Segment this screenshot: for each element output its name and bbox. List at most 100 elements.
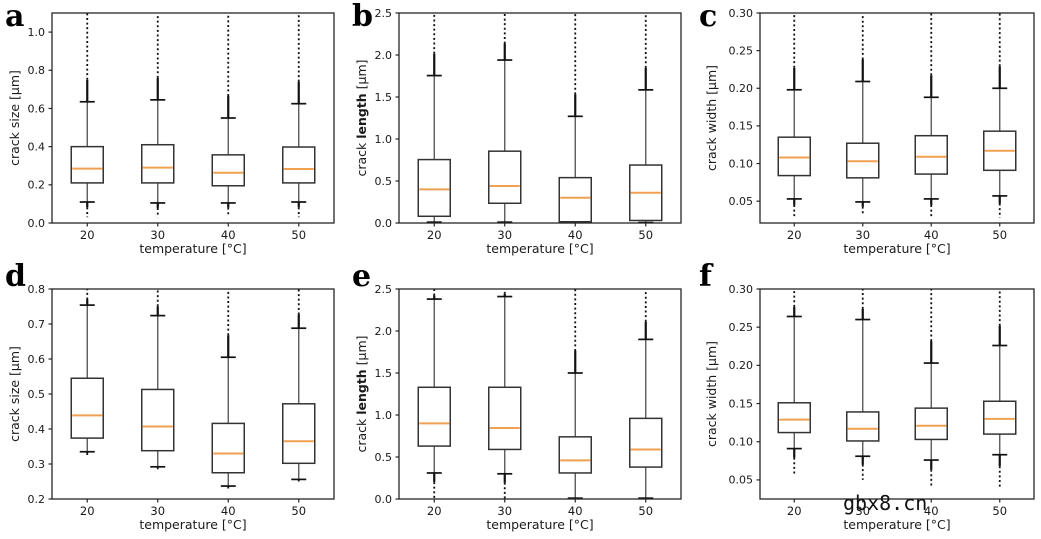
x-tick-label: 30 — [150, 228, 165, 242]
panel-c: c 0.05 0.10 0.15 0.20 0.25 0.30 20 30 40 50 tempera… — [694, 0, 1041, 260]
panel-letter: d — [5, 259, 26, 294]
y-tick-label: 0.30 — [729, 283, 754, 296]
panel-a: a 0.0 0.2 0.4 0.6 0.8 1.0 20 30 40 50 temperature [… — [0, 0, 347, 260]
boxplot-d: 0.2 0.3 0.4 0.5 0.6 0.7 0.8 20 30 40 50 temperature… — [7, 283, 335, 532]
iqr-box — [558, 436, 592, 474]
box-group-20 — [777, 289, 811, 475]
y-tick-label: 0.25 — [729, 44, 754, 57]
y-tick-label: 2.5 — [375, 7, 393, 20]
box-group-30 — [141, 289, 175, 470]
y-tick-label: 0.5 — [375, 451, 393, 464]
y-tick-label: 0.4 — [28, 423, 46, 436]
y-tick-label: 2.0 — [375, 325, 393, 338]
box-group-20 — [70, 289, 104, 456]
x-tick-label: 50 — [638, 228, 653, 242]
y-tick-label: 1.0 — [375, 409, 393, 422]
iqr-box — [558, 176, 592, 223]
box-group-30 — [846, 289, 880, 480]
x-tick-label: 30 — [497, 504, 512, 518]
x-axis-label: temperature [°C] — [139, 241, 246, 256]
panel-letter: f — [699, 259, 712, 294]
x-tick-label: 40 — [924, 504, 939, 518]
iqr-box — [70, 145, 104, 184]
x-tick-label: 30 — [497, 228, 512, 242]
x-tick-label: 20 — [80, 504, 95, 518]
boxplot-a: 0.0 0.2 0.4 0.6 0.8 1.0 20 30 40 50 temperature [°… — [7, 12, 335, 256]
y-tick-label: 0.15 — [729, 397, 754, 410]
y-tick-label: 0.05 — [729, 474, 754, 487]
y-axis-label: crack size [μm] — [7, 70, 22, 166]
y-tick-label: 0.0 — [28, 217, 46, 230]
x-tick-label: 20 — [427, 504, 442, 518]
boxplot-f: 0.05 0.10 0.15 0.20 0.25 0.30 20 30 40 50 temperat… — [704, 283, 1035, 532]
y-axis-label: crack length [μm] — [354, 59, 369, 176]
y-tick-label: 0.8 — [28, 283, 46, 296]
y-tick-label: 0.05 — [729, 195, 754, 208]
iqr-box — [417, 386, 451, 447]
x-axis-label: temperature [°C] — [139, 517, 246, 532]
y-tick-label: 0.2 — [28, 493, 46, 506]
box-group-50 — [629, 289, 663, 500]
box-group-40 — [914, 289, 948, 488]
iqr-box — [846, 411, 880, 442]
box-group-20 — [777, 13, 811, 217]
iqr-box — [914, 134, 948, 175]
x-tick-label: 50 — [992, 228, 1007, 242]
y-tick-label: 1.5 — [375, 91, 393, 104]
watermark-text: gbx8.cn — [843, 491, 928, 515]
x-tick-label: 30 — [855, 228, 870, 242]
x-tick-label: 30 — [150, 504, 165, 518]
axes-frame — [51, 288, 335, 500]
iqr-box — [417, 158, 451, 218]
iqr-box — [914, 407, 948, 441]
x-tick-label: 20 — [80, 228, 95, 242]
x-tick-label: 40 — [221, 228, 236, 242]
y-axis-label: crack width [μm] — [704, 65, 719, 171]
y-tick-label: 0.0 — [375, 217, 393, 230]
x-tick-label: 50 — [291, 504, 306, 518]
panel-letter: e — [352, 259, 372, 294]
iqr-box — [141, 388, 175, 452]
iqr-box — [141, 143, 175, 184]
boxplot-c: 0.05 0.10 0.15 0.20 0.25 0.30 20 30 40 50 temperat… — [704, 7, 1035, 256]
axes-frame — [398, 288, 682, 500]
box-group-20 — [417, 289, 451, 499]
x-tick-label: 30 — [855, 504, 870, 518]
y-tick-label: 0.5 — [28, 388, 46, 401]
box-group-40 — [558, 289, 592, 500]
iqr-box — [777, 136, 811, 177]
x-axis-label: temperature [°C] — [843, 517, 950, 532]
x-tick-label: 50 — [291, 228, 306, 242]
y-tick-label: 2.0 — [375, 49, 393, 62]
y-tick-label: 0.6 — [28, 353, 46, 366]
y-tick-label: 0.25 — [729, 321, 754, 334]
x-tick-label: 40 — [924, 228, 939, 242]
x-axis-label: temperature [°C] — [486, 517, 593, 532]
iqr-box — [983, 400, 1017, 435]
axes-frame — [759, 12, 1035, 224]
y-tick-label: 0.2 — [28, 179, 46, 192]
y-axis-label: crack width [μm] — [704, 341, 719, 447]
y-tick-label: 0.30 — [729, 7, 754, 20]
iqr-box — [211, 154, 245, 187]
box-group-20 — [417, 13, 451, 224]
x-tick-label: 40 — [568, 228, 583, 242]
y-tick-label: 0.3 — [28, 458, 46, 471]
box-group-40 — [211, 13, 245, 217]
box-group-30 — [141, 13, 175, 218]
iqr-box — [211, 422, 245, 474]
y-tick-label: 0.20 — [729, 82, 754, 95]
y-tick-label: 0.15 — [729, 120, 754, 133]
y-tick-label: 0.10 — [729, 436, 754, 449]
axes-frame — [398, 12, 682, 224]
y-tick-label: 0.4 — [28, 140, 46, 153]
box-group-30 — [488, 13, 522, 224]
iqr-box — [488, 386, 522, 451]
x-tick-label: 40 — [221, 504, 236, 518]
x-tick-label: 20 — [787, 228, 802, 242]
box-group-20 — [70, 13, 104, 218]
box-group-50 — [983, 13, 1017, 218]
iqr-box — [282, 403, 316, 465]
box-group-40 — [558, 13, 592, 224]
